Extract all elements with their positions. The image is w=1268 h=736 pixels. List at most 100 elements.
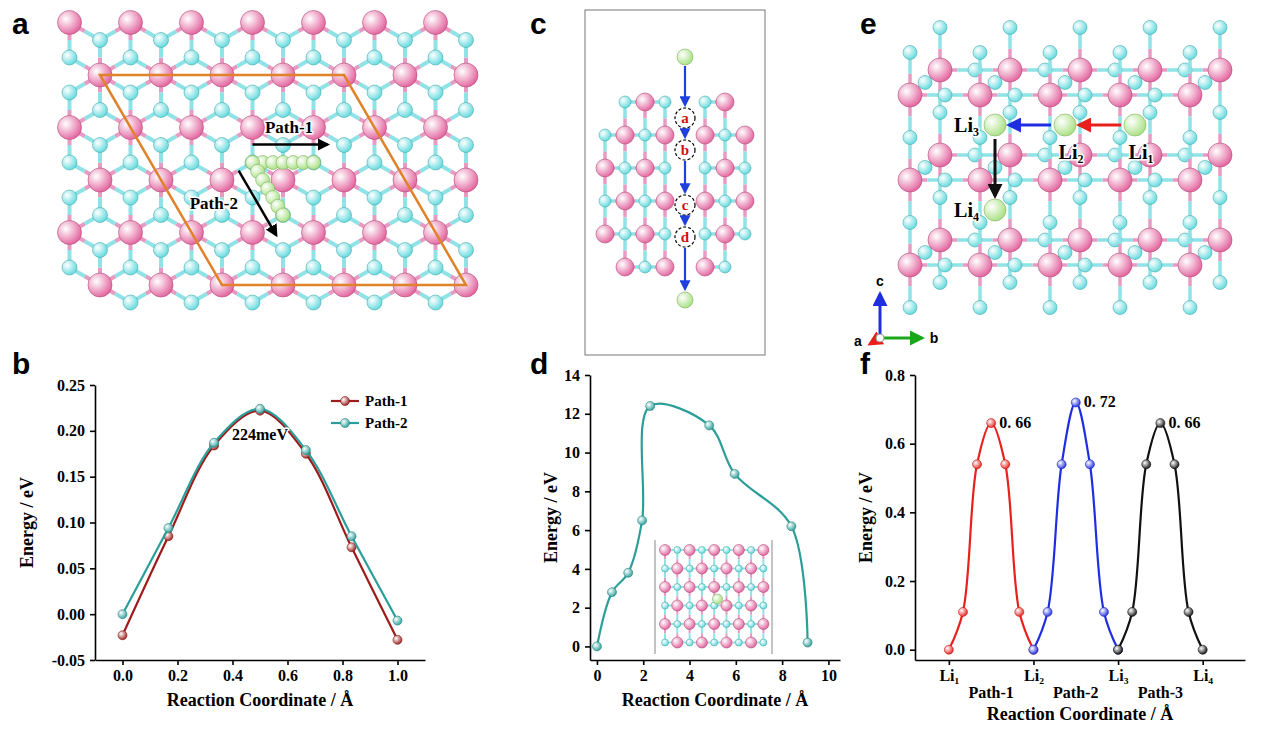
metal-atom	[1138, 58, 1162, 82]
s-atom	[367, 50, 382, 65]
mo-atom	[424, 11, 448, 35]
metal-atom	[1038, 168, 1062, 192]
chart-f: Li₁Li₂Li₃Li₄0.00.20.40.60.8Reaction Coor…	[856, 367, 1245, 724]
y-tick-mark	[585, 607, 590, 609]
metal-atom	[1208, 143, 1232, 167]
series-line	[123, 411, 398, 640]
mo-atom	[721, 563, 732, 574]
o-atom	[1073, 276, 1087, 290]
mo-atom	[746, 563, 757, 574]
mo-atom	[716, 159, 734, 177]
series-name: Path-1	[968, 684, 1013, 701]
o-atom	[1213, 21, 1227, 35]
x-tick: 2	[640, 660, 648, 684]
x-tick-mark	[949, 660, 951, 665]
axes-indicator: abc	[854, 273, 938, 349]
series-marker	[607, 588, 616, 597]
s-atom	[184, 295, 199, 310]
mo-atom	[672, 637, 683, 648]
x-tick-label: 4	[686, 667, 694, 684]
x-tick-label: 1.0	[388, 667, 408, 684]
s-atom	[760, 602, 767, 609]
s-atom	[459, 33, 474, 48]
series-line	[1118, 423, 1203, 650]
structure-c: abcd	[585, 10, 765, 355]
s-atom	[93, 138, 108, 153]
o-atom	[918, 76, 932, 90]
mo-atom	[696, 563, 707, 574]
o-atom	[1198, 246, 1212, 260]
series-marker	[1156, 419, 1165, 428]
x-tick-label: 2	[640, 667, 648, 684]
x-axis-line	[916, 660, 1246, 662]
mo-atom	[180, 11, 204, 35]
mo-atom	[696, 637, 707, 648]
o-atom	[1143, 276, 1157, 290]
s-atom	[619, 228, 631, 240]
o-atom	[918, 161, 932, 175]
s-atom	[459, 138, 474, 153]
s-atom	[367, 85, 382, 100]
x-tick: 0.0	[113, 660, 133, 684]
annotation: 0. 72	[1084, 393, 1116, 410]
mo-atom	[363, 221, 387, 245]
mo-atom	[736, 126, 754, 144]
mo-atom	[454, 168, 478, 192]
x-tick-mark	[689, 660, 691, 665]
arrow	[880, 337, 922, 340]
structure-e: Li₁Li₂Li₃Li₄abc	[854, 21, 1232, 350]
series-marker	[256, 404, 265, 413]
s-atom	[686, 639, 693, 646]
s-atom	[428, 155, 443, 170]
y-axis-title: Energy / eV	[856, 472, 876, 563]
s-atom	[662, 639, 669, 646]
y-tick-mark	[90, 660, 95, 662]
x-axis-line	[96, 660, 426, 662]
metal-atom	[928, 143, 952, 167]
series-marker	[1043, 607, 1052, 616]
o-atom	[1003, 276, 1017, 290]
chart-d: 024681002468101214Reaction Coordinate / …	[541, 367, 841, 710]
y-tick-mark	[90, 568, 95, 570]
s-atom	[367, 155, 382, 170]
y-tick-label: 0.10	[57, 514, 85, 531]
o-atom	[1078, 88, 1092, 102]
legend: Path-1Path-2	[331, 393, 408, 431]
metal-atom	[898, 83, 922, 107]
series-marker	[973, 460, 982, 469]
s-atom	[215, 243, 230, 258]
o-atom	[903, 216, 917, 230]
y-tick-mark	[90, 522, 95, 524]
mo-atom	[709, 619, 720, 630]
y-tick-mark	[910, 375, 915, 377]
mo-atom	[684, 545, 695, 556]
o-atom	[938, 173, 952, 187]
x-tick-label: 0.2	[168, 667, 188, 684]
s-atom	[93, 243, 108, 258]
s-atom	[62, 155, 77, 170]
series-name: Path-2	[1053, 684, 1098, 701]
y-tick: 6	[572, 522, 590, 539]
annotation: 0. 66	[1168, 414, 1200, 431]
s-atom	[62, 50, 77, 65]
o-atom	[1043, 46, 1057, 60]
x-axis-title: Reaction Coordinate / Å	[987, 704, 1173, 724]
x-tick: 0.6	[278, 660, 298, 684]
label: Li₂	[1059, 141, 1084, 163]
metal-atom	[1178, 83, 1202, 107]
s-atom	[699, 162, 711, 174]
s-atom	[245, 85, 260, 100]
x-axis-title: Reaction Coordinate / Å	[622, 690, 808, 710]
s-atom	[245, 295, 260, 310]
legend-marker	[341, 397, 350, 406]
x-tick-label: Li₄	[1193, 667, 1213, 684]
s-atom	[639, 261, 651, 273]
y-tick: 0.10	[57, 514, 95, 531]
legend-label: Path-2	[365, 415, 408, 431]
metal-atom	[1178, 168, 1202, 192]
series-marker	[1170, 460, 1179, 469]
s-atom	[306, 260, 321, 275]
label: b	[681, 142, 689, 158]
series-line	[949, 423, 1034, 650]
s-atom	[123, 260, 138, 275]
